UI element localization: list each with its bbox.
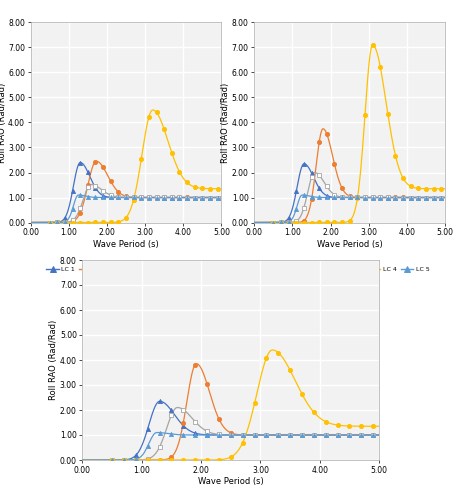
Legend: LC 1, LC 2, LC 3, LC 4, LC 5: LC 1, LC 2, LC 3, LC 4, LC 5 (269, 266, 430, 274)
X-axis label: Wave Period (s): Wave Period (s) (198, 478, 264, 486)
X-axis label: Wave Period (s): Wave Period (s) (317, 240, 382, 249)
X-axis label: Wave Period (s): Wave Period (s) (93, 240, 159, 249)
Y-axis label: Roll RAO (Rad/Rad): Roll RAO (Rad/Rad) (221, 82, 230, 162)
Text: (a): (a) (118, 286, 134, 296)
Y-axis label: Roll RAO (Rad/Rad): Roll RAO (Rad/Rad) (49, 320, 58, 400)
Legend: LC 1, LC 2, LC 3, LC 4, LC 5: LC 1, LC 2, LC 3, LC 4, LC 5 (45, 266, 207, 274)
Text: (b): (b) (341, 286, 358, 296)
Y-axis label: Roll RAO (Rad/Rad): Roll RAO (Rad/Rad) (0, 82, 7, 162)
